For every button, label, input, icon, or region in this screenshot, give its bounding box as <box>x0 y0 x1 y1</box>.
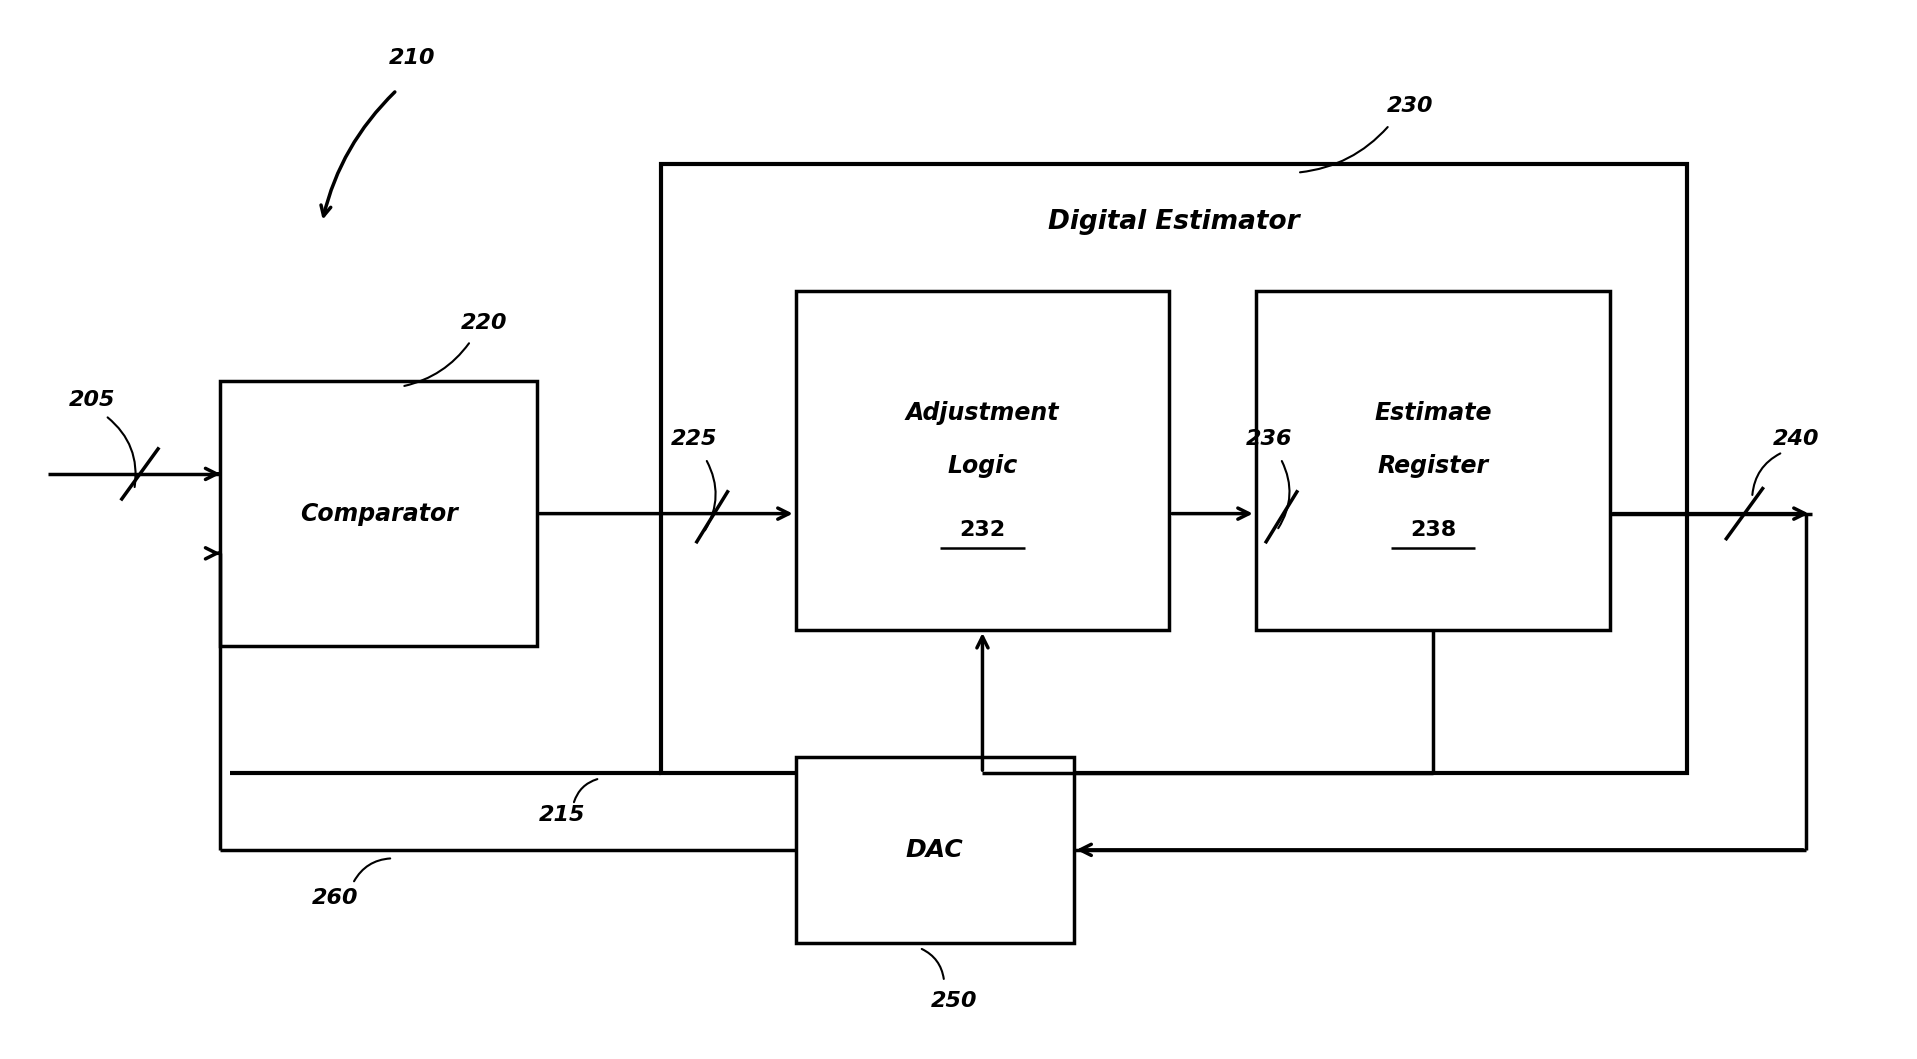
Text: 205: 205 <box>69 390 115 410</box>
Bar <box>1256 291 1610 630</box>
Text: 238: 238 <box>1409 520 1457 539</box>
Bar <box>796 291 1169 630</box>
Text: Adjustment: Adjustment <box>905 401 1060 425</box>
Text: 210: 210 <box>389 49 435 68</box>
Bar <box>796 757 1074 943</box>
Text: 220: 220 <box>460 313 508 333</box>
Text: 225: 225 <box>671 430 717 449</box>
Text: 215: 215 <box>539 806 585 825</box>
Text: 236: 236 <box>1246 430 1292 449</box>
Text: 232: 232 <box>958 520 1006 539</box>
Text: Logic: Logic <box>947 454 1018 478</box>
Text: Digital Estimator: Digital Estimator <box>1049 210 1300 235</box>
Text: Estimate: Estimate <box>1374 401 1491 425</box>
Bar <box>661 164 1687 773</box>
Text: 250: 250 <box>930 991 978 1010</box>
Text: 230: 230 <box>1386 96 1434 115</box>
Bar <box>220 381 537 646</box>
Text: DAC: DAC <box>905 838 964 862</box>
Text: 240: 240 <box>1773 430 1819 449</box>
Text: Comparator: Comparator <box>299 502 458 525</box>
Text: 260: 260 <box>312 887 358 908</box>
Text: Register: Register <box>1378 454 1488 478</box>
